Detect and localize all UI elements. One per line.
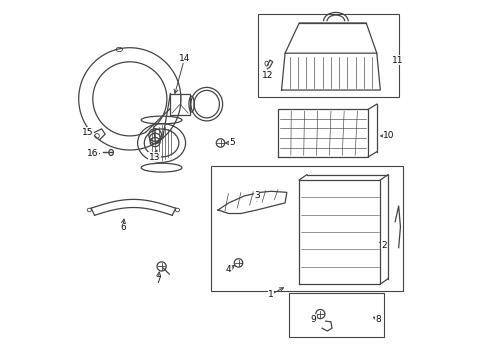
Text: 7: 7 bbox=[155, 276, 161, 285]
Text: 16: 16 bbox=[87, 149, 99, 158]
Text: 2: 2 bbox=[380, 241, 386, 250]
Text: 5: 5 bbox=[229, 139, 235, 148]
Text: 1: 1 bbox=[267, 290, 273, 299]
Text: 15: 15 bbox=[81, 128, 93, 137]
Bar bbox=[257, 14, 398, 97]
Bar bbox=[210, 166, 403, 291]
Text: 10: 10 bbox=[383, 131, 394, 140]
Text: 11: 11 bbox=[391, 55, 403, 64]
Text: 4: 4 bbox=[225, 265, 231, 274]
Text: 3: 3 bbox=[253, 192, 259, 201]
Text: 14: 14 bbox=[179, 54, 190, 63]
Text: 13: 13 bbox=[148, 153, 160, 162]
Text: 8: 8 bbox=[375, 315, 381, 324]
Text: 9: 9 bbox=[310, 315, 316, 324]
Bar bbox=[288, 293, 383, 337]
Text: 12: 12 bbox=[261, 71, 273, 80]
Text: 6: 6 bbox=[120, 223, 125, 232]
